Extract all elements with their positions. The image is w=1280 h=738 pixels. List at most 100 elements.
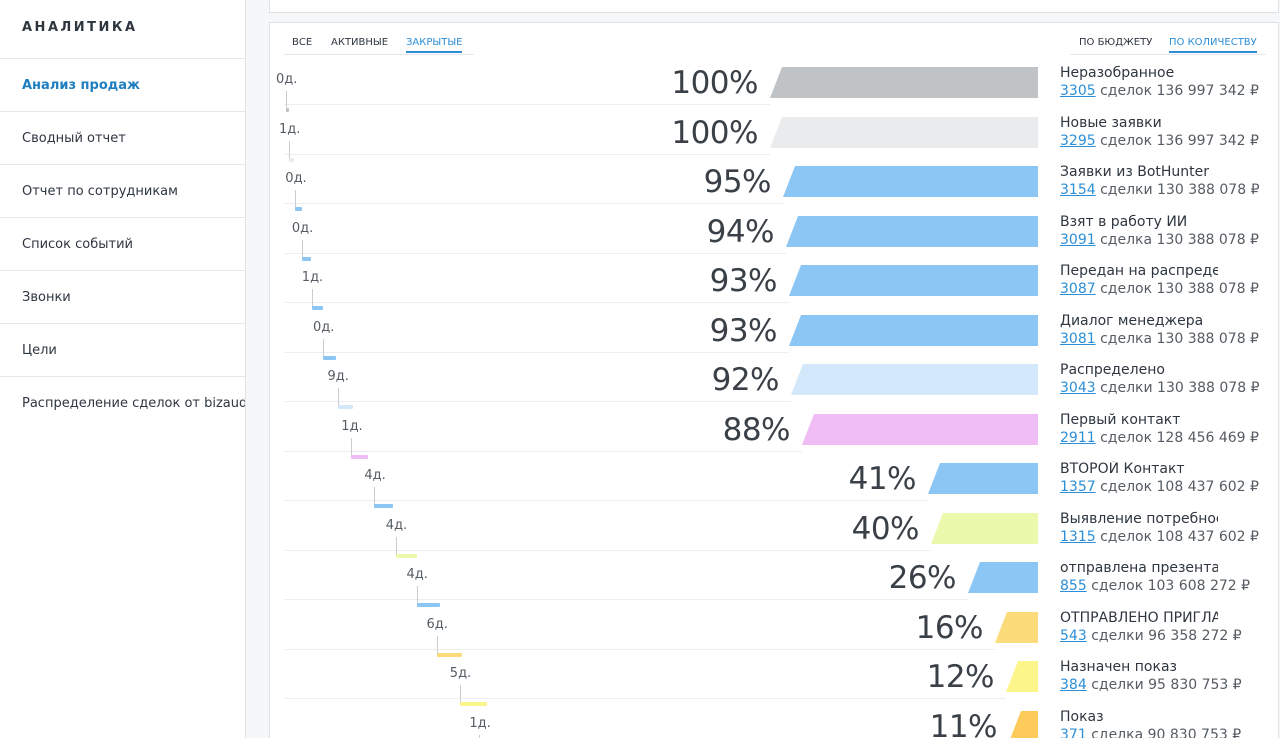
funnel-panel: ВСЕ АКТИВНЫЕ ЗАКРЫТЫЕ ПО БЮДЖЕТУ ПО КОЛИ…: [269, 22, 1279, 738]
funnel-gridline: [284, 253, 786, 254]
stage-deal-count-link[interactable]: 3081: [1060, 331, 1096, 347]
tab-by-count[interactable]: ПО КОЛИЧЕСТВУ: [1169, 37, 1257, 53]
stage-deal-count-link[interactable]: 3154: [1060, 182, 1096, 198]
funnel-bar[interactable]: [791, 364, 1038, 395]
stage-name: Выявление потребности: [1060, 511, 1218, 527]
tab-all[interactable]: ВСЕ: [292, 37, 313, 48]
funnel-gridline: [284, 104, 770, 105]
stage-deal-unit: сделка: [1100, 331, 1153, 347]
stage-days-label: 0д.: [313, 320, 335, 335]
stage-days-tick: [337, 388, 339, 408]
stage-deal-count-link[interactable]: 3087: [1060, 281, 1096, 297]
sidebar-item-calls[interactable]: Звонки: [0, 270, 245, 323]
stage-deal-count-link[interactable]: 371: [1060, 727, 1087, 738]
funnel-bar[interactable]: [931, 513, 1038, 544]
funnel-gridline: [284, 154, 770, 155]
stage-percent: 40%: [851, 511, 920, 547]
stage-days-bar: [351, 455, 369, 459]
stage-deal-unit: сделки: [1100, 380, 1153, 396]
stage-deal-count-link[interactable]: 3305: [1060, 83, 1096, 99]
sidebar-item-event-list[interactable]: Список событий: [0, 217, 245, 270]
funnel-bar[interactable]: [783, 166, 1038, 197]
funnel-bar[interactable]: [968, 562, 1038, 593]
stage-days-tick: [295, 190, 297, 210]
stage-stats: 1315 сделок 108 437 602 ₽: [1060, 529, 1259, 545]
stage-deal-count-link[interactable]: 2911: [1060, 430, 1096, 446]
funnel-bar[interactable]: [789, 265, 1038, 296]
stage-deal-unit: сделки: [1091, 677, 1144, 693]
main-area: ВСЕ АКТИВНЫЕ ЗАКРЫТЫЕ ПО БЮДЖЕТУ ПО КОЛИ…: [246, 0, 1280, 738]
stage-days-label: 1д.: [301, 270, 324, 285]
stage-days-label: 1д.: [469, 716, 491, 731]
stage-days-label: 4д.: [364, 468, 386, 483]
funnel-gridline: [284, 649, 995, 650]
stage-name: Назначен показ: [1060, 659, 1177, 675]
stage-deal-count-link[interactable]: 855: [1060, 578, 1087, 594]
stage-amount: 90 830 753 ₽: [1147, 727, 1242, 738]
stage-days-bar: [301, 257, 311, 261]
stage-amount: 108 437 602 ₽: [1156, 479, 1259, 495]
funnel-bar[interactable]: [928, 463, 1038, 494]
stage-days-label: 0д.: [285, 171, 307, 186]
stage-percent: 100%: [671, 65, 758, 101]
sidebar-item-summary-report[interactable]: Сводный отчет: [0, 111, 245, 164]
stage-percent: 92%: [711, 362, 780, 398]
stage-name: ОТПРАВЛЕНО ПРИГЛАШЕНИЕ: [1060, 610, 1218, 626]
stage-deal-unit: сделки: [1100, 182, 1153, 198]
stage-amount: 103 608 272 ₽: [1147, 578, 1251, 594]
stage-deal-count-link[interactable]: 1357: [1060, 479, 1096, 495]
stage-percent: 41%: [848, 461, 917, 497]
funnel-gridline: [284, 550, 931, 551]
stage-name: Распределено: [1060, 362, 1165, 378]
funnel-bar[interactable]: [770, 117, 1038, 148]
stage-deal-count-link[interactable]: 3295: [1060, 133, 1096, 149]
tab-by-budget[interactable]: ПО БЮДЖЕТУ: [1079, 37, 1153, 48]
funnel-bar[interactable]: [770, 67, 1038, 98]
stage-days-tick: [459, 685, 461, 705]
funnel-bar[interactable]: [1006, 661, 1038, 692]
stage-percent: 94%: [706, 214, 775, 250]
funnel-bar[interactable]: [802, 414, 1038, 445]
stage-amount: 130 388 078 ₽: [1157, 182, 1260, 198]
stage-stats: 543 сделки 96 358 272 ₽: [1060, 628, 1242, 644]
funnel-bar[interactable]: [1009, 711, 1038, 738]
stage-amount: 130 388 078 ₽: [1156, 331, 1259, 347]
stage-deal-count-link[interactable]: 384: [1060, 677, 1087, 693]
stage-percent: 93%: [709, 313, 778, 349]
funnel-bar[interactable]: [786, 216, 1038, 247]
stage-days-bar: [395, 554, 417, 558]
sidebar-item-sales-analysis[interactable]: Анализ продаж: [0, 58, 245, 111]
sidebar-item-deal-distribution[interactable]: Распределение сделок от bizaudit: [0, 376, 245, 429]
stage-percent: 100%: [671, 115, 758, 151]
tab-closed[interactable]: ЗАКРЫТЫЕ: [406, 37, 463, 53]
stage-days-tick: [323, 339, 324, 359]
stage-days-bar: [323, 356, 336, 360]
tab-active[interactable]: АКТИВНЫЕ: [331, 37, 389, 48]
stage-days-bar: [295, 207, 303, 211]
stage-deal-unit: сделка: [1100, 232, 1153, 248]
sidebar-item-goals[interactable]: Цели: [0, 323, 245, 376]
stage-days-tick: [436, 636, 438, 656]
stage-deal-unit: сделок: [1100, 281, 1153, 297]
stage-days-bar: [374, 504, 394, 508]
funnel-bar[interactable]: [789, 315, 1038, 346]
stage-name: Диалог менеджера: [1060, 313, 1204, 329]
stage-name: отправлена презентация: [1060, 560, 1218, 576]
stage-stats: 2911 сделок 128 456 469 ₽: [1060, 430, 1259, 446]
stage-days-label: 9д.: [327, 369, 349, 384]
sidebar-item-employee-report[interactable]: Отчет по сотрудникам: [0, 164, 245, 217]
funnel-gridline: [284, 500, 928, 501]
stage-deal-count-link[interactable]: 3091: [1060, 232, 1096, 248]
funnel-gridline: [284, 302, 789, 303]
stage-stats: 3081 сделка 130 388 078 ₽: [1060, 331, 1259, 347]
stage-name: Взят в работу ИИ: [1060, 214, 1188, 230]
stage-stats: 371 сделка 90 830 753 ₽: [1060, 727, 1241, 738]
stage-deal-count-link[interactable]: 543: [1060, 628, 1087, 644]
stage-deal-count-link[interactable]: 3043: [1060, 380, 1096, 396]
stage-days-tick: [301, 240, 303, 260]
stage-amount: 95 830 753 ₽: [1148, 677, 1242, 693]
funnel-bar[interactable]: [995, 612, 1038, 643]
stage-deal-count-link[interactable]: 1315: [1060, 529, 1096, 545]
stage-stats: 855 сделок 103 608 272 ₽: [1060, 578, 1250, 594]
stage-name: ВТОРОЙ Контакт: [1060, 461, 1185, 477]
